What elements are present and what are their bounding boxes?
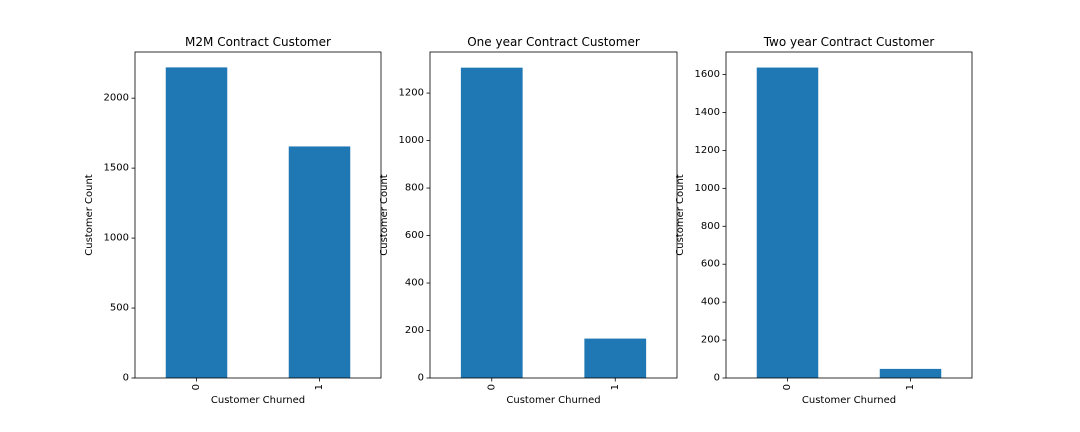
bar-0 xyxy=(756,67,819,378)
x-tick-label: 0 xyxy=(486,384,497,390)
chart-panel-3: 0 1 0 200 400 600 800 1000 1200 1400 1600 Two year … xyxy=(675,35,973,406)
axes-frame xyxy=(725,51,973,379)
chart-title: One year Contract Customer xyxy=(467,35,640,49)
x-axis-label: Customer Churned xyxy=(211,395,305,406)
bar-0 xyxy=(460,67,523,379)
y-tick-label: 200 xyxy=(405,325,424,336)
y-axis-label: Customer Count xyxy=(379,174,390,256)
chart-title: Two year Contract Customer xyxy=(763,35,935,49)
chart-panel-1: 0 1 0 500 1000 1500 2000 M2M Contract Customer C… xyxy=(84,35,382,406)
bar-0 xyxy=(165,67,228,378)
y-tick-label: 600 xyxy=(405,230,424,241)
x-axis-label: Customer Churned xyxy=(506,395,600,406)
x-tick-label: 1 xyxy=(905,384,916,390)
y-tick-label: 1000 xyxy=(104,233,129,244)
y-tick-label: 1000 xyxy=(695,183,720,194)
y-tick-label: 2000 xyxy=(104,93,129,104)
y-tick-label: 0 xyxy=(714,373,720,384)
axes-frame xyxy=(134,51,382,379)
y-tick-label: 1200 xyxy=(399,88,424,99)
y-tick-label: 1200 xyxy=(695,145,720,156)
bar-1 xyxy=(288,146,351,378)
chart-title: M2M Contract Customer xyxy=(185,35,331,49)
bar-1 xyxy=(879,368,942,378)
y-axis-label: Customer Count xyxy=(84,174,95,256)
y-tick-label: 400 xyxy=(405,278,424,289)
x-tick-label: 0 xyxy=(191,384,202,390)
chart-panel-2: 0 1 0 200 400 600 800 1000 1200 One year Contract… xyxy=(379,35,678,406)
y-tick-label: 800 xyxy=(701,221,720,232)
y-tick-label: 1600 xyxy=(695,69,720,80)
y-tick-label: 0 xyxy=(123,373,129,384)
y-tick-label: 400 xyxy=(701,297,720,308)
y-tick-label: 800 xyxy=(405,183,424,194)
y-tick-label: 1000 xyxy=(399,135,424,146)
x-axis-label: Customer Churned xyxy=(802,395,896,406)
x-tick-label: 1 xyxy=(610,384,621,390)
y-axis-label: Customer Count xyxy=(675,174,686,256)
y-tick-label: 500 xyxy=(110,303,129,314)
x-tick-label: 0 xyxy=(782,384,793,390)
y-tick-label: 600 xyxy=(701,259,720,270)
y-tick-label: 1500 xyxy=(104,163,129,174)
y-tick-label: 1400 xyxy=(695,107,720,118)
y-tick-label: 200 xyxy=(701,335,720,346)
y-tick-label: 0 xyxy=(418,373,424,384)
bar-1 xyxy=(584,338,647,378)
axes-frame xyxy=(429,51,678,379)
x-tick-label: 1 xyxy=(314,384,325,390)
